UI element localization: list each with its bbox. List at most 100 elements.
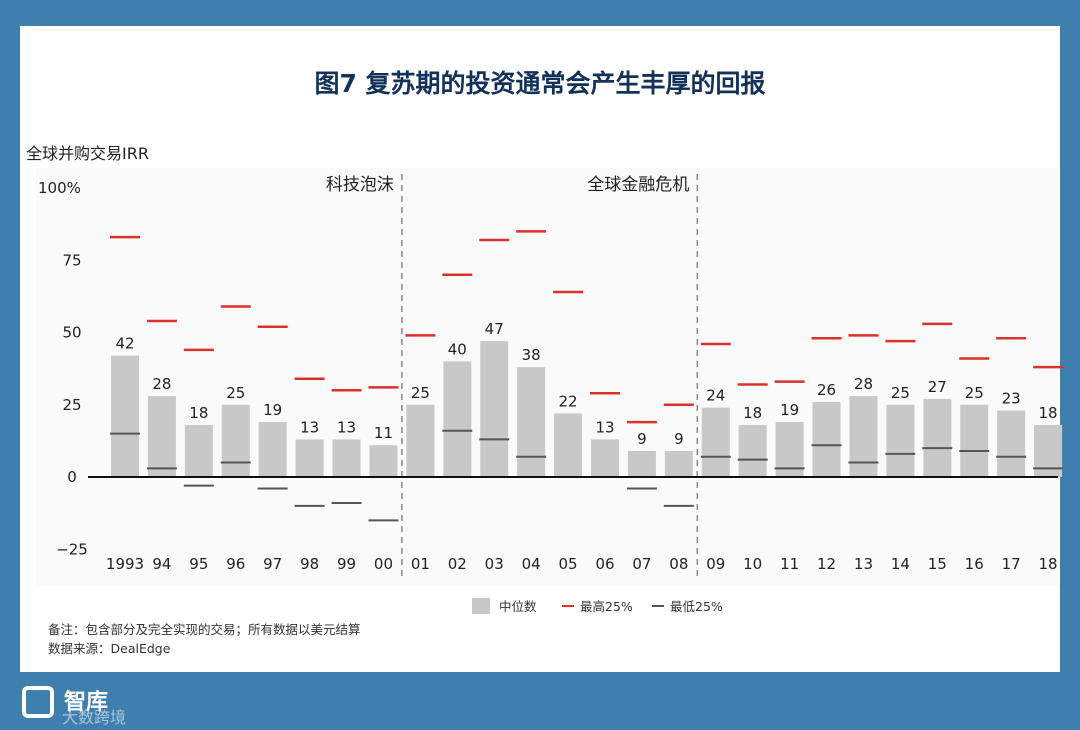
brand-logo: 智库 大数跨境: [2, 682, 202, 728]
median-value-label: 28: [854, 375, 873, 393]
median-value-label: 25: [226, 384, 245, 402]
legend-top-label: 最高25%: [580, 599, 633, 614]
median-bar: [923, 398, 952, 477]
median-bar: [627, 450, 656, 477]
median-value-label: 9: [637, 430, 647, 448]
median-value-label: 42: [115, 335, 134, 353]
median-value-label: 25: [965, 384, 984, 402]
median-bar: [701, 407, 730, 477]
x-tick-label: 09: [706, 555, 725, 573]
median-bar: [591, 439, 619, 477]
median-bar: [738, 424, 767, 477]
x-tick-label: 98: [300, 555, 319, 573]
median-value-label: 24: [706, 387, 725, 405]
median-bar: [997, 410, 1026, 477]
page-title: 图7 复苏期的投资通常会产生丰厚的回报: [314, 69, 766, 98]
irr-bar-chart: 100% 75 50 25 0 −25 科技泡沫 全球金融危机 42 1993 28 94 18 95 25…: [36, 168, 1064, 614]
median-bar: [406, 404, 435, 477]
median-value-label: 11: [374, 424, 393, 442]
y-tick-label: 100%: [38, 179, 81, 197]
median-bar: [812, 401, 841, 477]
median-value-label: 19: [263, 401, 282, 419]
median-value-label: 19: [780, 401, 799, 419]
x-tick-label: 94: [152, 555, 171, 573]
median-value-label: 40: [448, 340, 467, 358]
y-tick-label: −25: [56, 540, 88, 558]
y-axis-label: 全球并购交易IRR: [26, 144, 149, 163]
brand-subname: 大数跨境: [62, 708, 127, 727]
median-value-label: 22: [559, 392, 578, 410]
median-bar: [554, 413, 583, 477]
median-value-label: 13: [337, 418, 356, 436]
x-tick-label: 15: [928, 555, 947, 573]
median-bar: [443, 361, 472, 477]
x-tick-label: 10: [743, 555, 762, 573]
median-bar: [332, 439, 361, 477]
x-tick-label: 13: [854, 555, 873, 573]
median-value-label: 25: [411, 384, 430, 402]
x-tick-label: 1993: [106, 555, 144, 573]
legend-bottom-label: 最低25%: [670, 599, 723, 614]
y-tick-label: 0: [67, 468, 77, 486]
median-value-label: 38: [522, 346, 541, 364]
x-tick-label: 06: [595, 555, 614, 573]
x-tick-label: 04: [522, 555, 541, 573]
median-value-label: 18: [189, 404, 208, 422]
median-bar: [221, 404, 250, 477]
x-tick-label: 96: [226, 555, 245, 573]
x-tick-label: 07: [632, 555, 651, 573]
median-bar: [111, 355, 139, 477]
y-tick-label: 75: [62, 251, 81, 269]
x-tick-label: 11: [780, 555, 799, 573]
median-value-label: 23: [1002, 390, 1021, 408]
median-bar: [664, 450, 693, 477]
median-value-label: 26: [817, 381, 836, 399]
median-value-label: 25: [891, 384, 910, 402]
source-line: 数据来源：DealEdge: [48, 641, 171, 656]
x-tick-label: 18: [1039, 555, 1058, 573]
x-tick-label: 14: [891, 555, 910, 573]
x-tick-label: 12: [817, 555, 836, 573]
x-tick-label: 01: [411, 555, 430, 573]
median-value-label: 13: [300, 418, 319, 436]
period-label: 全球金融危机: [587, 175, 689, 195]
x-tick-label: 97: [263, 555, 282, 573]
median-value-label: 9: [674, 430, 684, 448]
brand-name: 智库: [64, 690, 109, 715]
median-bar: [960, 404, 989, 477]
median-bar: [184, 424, 213, 477]
period-label: 科技泡沫: [326, 175, 394, 195]
median-value-label: 27: [928, 378, 947, 396]
median-bar: [258, 422, 287, 477]
median-bar: [295, 439, 324, 477]
median-value-label: 47: [485, 320, 504, 338]
median-bar: [886, 404, 915, 477]
y-tick-label: 25: [62, 396, 81, 414]
note-line: 备注：包含部分及完全实现的交易；所有数据以美元结算: [48, 622, 361, 637]
x-tick-label: 08: [669, 555, 688, 573]
median-bar: [147, 396, 176, 477]
median-value-label: 18: [743, 404, 762, 422]
median-bar: [849, 396, 878, 477]
y-tick-label: 50: [62, 324, 81, 342]
plot-area: [36, 168, 1058, 586]
median-bar: [517, 367, 546, 477]
chart-card: 图7 复苏期的投资通常会产生丰厚的回报 全球并购交易IRR 100% 75 50 25…: [20, 26, 1064, 672]
legend-median-label: 中位数: [499, 599, 537, 614]
x-tick-label: 17: [1002, 555, 1021, 573]
median-value-label: 28: [152, 375, 171, 393]
x-tick-label: 00: [374, 555, 393, 573]
legend-median-swatch: [472, 598, 490, 614]
median-value-label: 13: [595, 418, 614, 436]
median-bar: [480, 341, 509, 477]
footnotes: 备注：包含部分及完全实现的交易；所有数据以美元结算 数据来源：DealEdge: [48, 620, 361, 658]
x-tick-label: 95: [189, 555, 208, 573]
brand-icon: [22, 686, 54, 718]
x-tick-label: 02: [448, 555, 467, 573]
median-value-label: 18: [1039, 404, 1058, 422]
median-bar: [369, 445, 398, 477]
x-tick-label: 03: [485, 555, 504, 573]
x-tick-label: 05: [559, 555, 578, 573]
x-tick-label: 99: [337, 555, 356, 573]
x-tick-label: 16: [965, 555, 984, 573]
